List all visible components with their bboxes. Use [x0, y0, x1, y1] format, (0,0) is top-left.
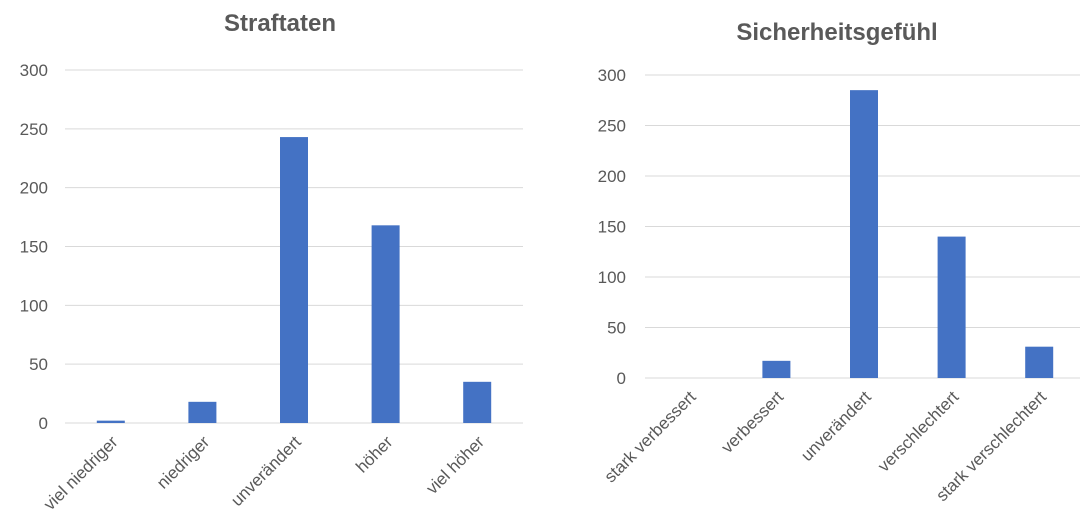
straftaten-y-tick-150: 150 [20, 238, 48, 257]
straftaten-y-tick-50: 50 [29, 355, 48, 374]
straftaten-bar-5 [463, 381, 492, 423]
sicherheit-bar-4 [937, 236, 966, 378]
straftaten-x-label-2: niedriger [153, 432, 213, 492]
straftaten-bar-4 [371, 225, 400, 423]
chart-straftaten-svg: Straftaten 0 50 100 150 200 250 300 viel niedrig… [20, 10, 523, 514]
straftaten-bar-1 [96, 420, 125, 423]
chart-straftaten: Straftaten 0 50 100 150 200 250 300 viel niedrig… [20, 10, 523, 514]
straftaten-chart-title: Straftaten [224, 10, 336, 37]
sicherheit-bar-5 [1025, 346, 1054, 378]
straftaten-x-label-3: unverändert [227, 432, 305, 510]
sicherheit-y-tick-50: 50 [607, 319, 626, 338]
sicherheit-y-tick-100: 100 [598, 268, 626, 287]
straftaten-y-tick-0: 0 [39, 414, 48, 433]
sicherheit-y-tick-0: 0 [617, 369, 626, 388]
straftaten-y-tick-200: 200 [20, 179, 48, 198]
sicherheit-x-label-1: stark verbessert [601, 387, 700, 486]
straftaten-x-label-5: viel höher [422, 432, 488, 498]
sicherheit-x-label-3: unverändert [797, 387, 875, 465]
straftaten-bar-3 [280, 137, 308, 423]
chart-sicherheitsgefuehl: Sicherheitsgefühl 0 50 100 150 200 250 300 stark… [540, 0, 1080, 532]
straftaten-x-label-1: viel niedriger [40, 432, 122, 514]
sicherheit-bar-3 [850, 90, 878, 379]
sicherheit-y-tick-150: 150 [598, 218, 626, 237]
straftaten-y-tick-300: 300 [20, 61, 48, 80]
straftaten-y-tick-100: 100 [20, 296, 48, 315]
sicherheit-y-tick-300: 300 [598, 66, 626, 85]
sicherheit-x-label-4: verschlechtert [874, 387, 962, 475]
sicherheit-y-tick-250: 250 [598, 117, 626, 136]
sicherheit-bar-2 [762, 360, 791, 378]
straftaten-x-label-4: höher [352, 432, 396, 476]
chart-sicherheitsgefuehl-svg: Sicherheitsgefühl 0 50 100 150 200 250 300 stark… [598, 19, 1080, 505]
sicherheit-x-label-2: verbessert [718, 387, 788, 457]
sicherheit-chart-title: Sicherheitsgefühl [736, 19, 937, 46]
sicherheit-y-tick-200: 200 [598, 167, 626, 186]
straftaten-y-tick-250: 250 [20, 120, 48, 139]
straftaten-bar-2 [188, 401, 217, 423]
